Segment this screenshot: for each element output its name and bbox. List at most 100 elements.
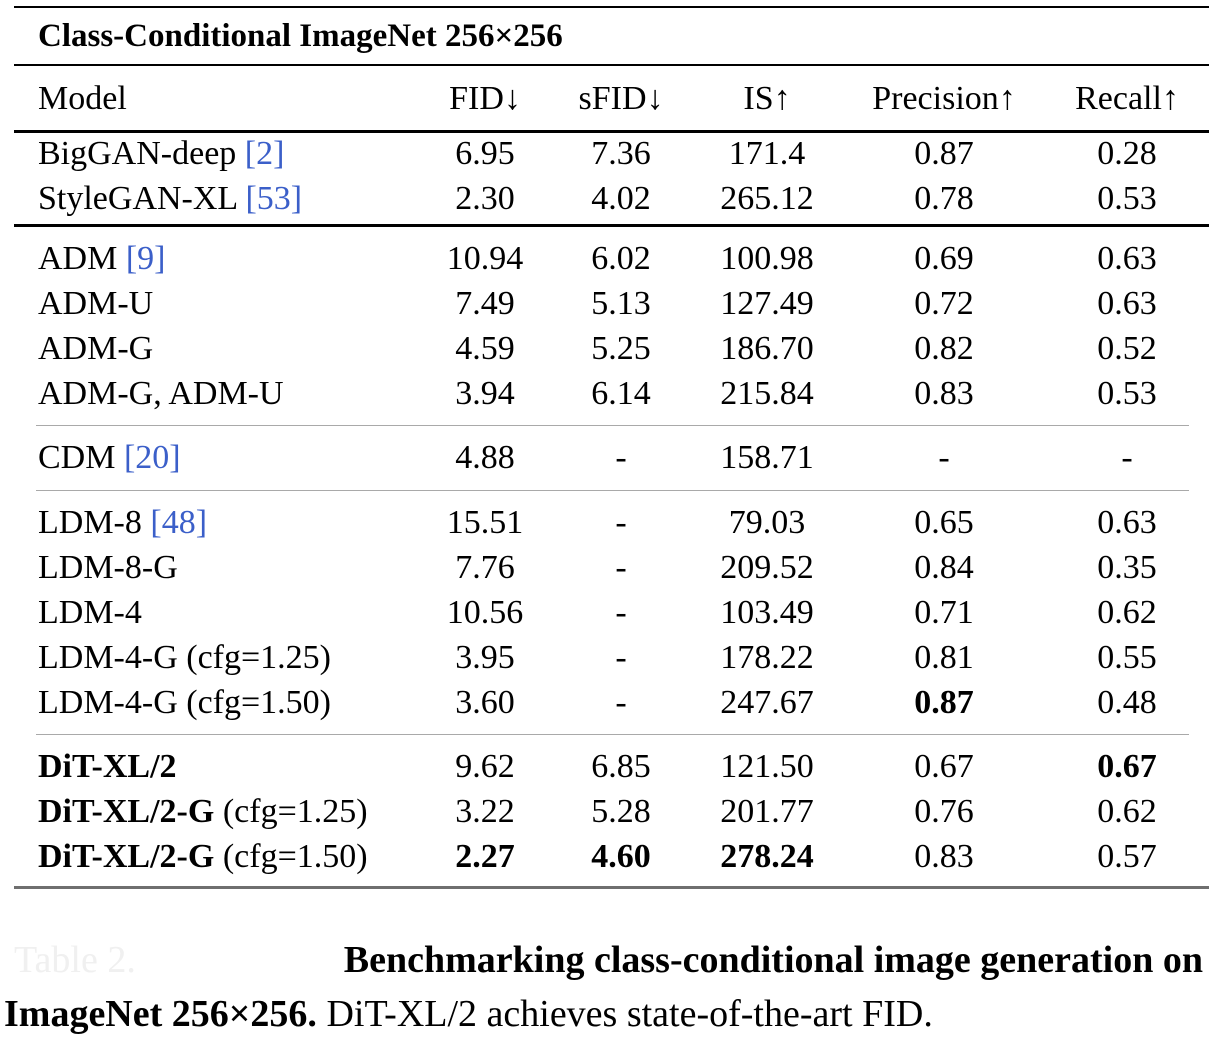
is-cell: 186.70 xyxy=(720,330,814,367)
recall-cell: 0.53 xyxy=(1097,180,1157,217)
model-cell: LDM-4 xyxy=(38,590,142,635)
recall-cell: 0.63 xyxy=(1097,240,1157,277)
group-rule-3 xyxy=(36,490,1189,491)
precision-cell: 0.72 xyxy=(914,285,974,322)
title-rule xyxy=(14,64,1209,66)
model-cell: ADM-U xyxy=(38,281,153,326)
sfid-cell: - xyxy=(615,549,627,586)
precision-cell: - xyxy=(938,439,950,476)
caption-label: Table 2. xyxy=(14,939,136,981)
citation-link[interactable]: [2] xyxy=(244,135,285,172)
table-row: ADM [9] 10.94 6.02 100.98 0.69 0.63 xyxy=(0,236,1217,281)
group-rule-2 xyxy=(36,425,1189,426)
sfid-cell: 5.13 xyxy=(591,285,651,322)
precision-cell: 0.76 xyxy=(914,793,974,830)
table-row: ADM-G, ADM-U 3.94 6.14 215.84 0.83 0.53 xyxy=(0,371,1217,416)
table-row: DiT-XL/2-G (cfg=1.25) 3.22 5.28 201.77 0.76 0… xyxy=(0,789,1217,834)
fid-cell: 3.95 xyxy=(455,639,515,676)
model-cell: StyleGAN-XL [53] xyxy=(38,176,302,221)
sfid-cell: 6.02 xyxy=(591,240,651,277)
table-row: LDM-4-G (cfg=1.50) 3.60 - 247.67 0.87 0.48 xyxy=(0,680,1217,725)
is-cell: 100.98 xyxy=(720,240,814,277)
is-cell: 158.71 xyxy=(720,439,814,476)
recall-cell: 0.57 xyxy=(1097,838,1157,875)
precision-cell: 0.83 xyxy=(914,375,974,412)
sfid-cell: - xyxy=(615,684,627,721)
table-row: LDM-4 10.56 - 103.49 0.71 0.62 xyxy=(0,590,1217,635)
model-cell: DiT-XL/2-G (cfg=1.25) xyxy=(38,789,368,834)
header-rule xyxy=(14,130,1209,133)
header-fid: FID↓ xyxy=(449,80,521,117)
precision-cell: 0.87 xyxy=(914,684,974,721)
citation-link[interactable]: [20] xyxy=(123,439,181,476)
recall-cell: 0.52 xyxy=(1097,330,1157,367)
header-row: Model FID↓ sFID↓ IS↑ Precision↑ Recall↑ xyxy=(0,76,1217,121)
citation-link[interactable]: [48] xyxy=(150,504,208,541)
sfid-cell: 7.36 xyxy=(591,135,651,172)
fid-cell: 10.56 xyxy=(446,594,524,631)
sfid-cell: 4.60 xyxy=(591,838,651,875)
precision-cell: 0.65 xyxy=(914,504,974,541)
table-row: StyleGAN-XL [53] 2.30 4.02 265.12 0.78 0.53 xyxy=(0,176,1217,221)
table-row: BigGAN-deep [2] 6.95 7.36 171.4 0.87 0.28 xyxy=(0,131,1217,176)
model-name: ADM-G, ADM-U xyxy=(38,375,284,412)
model-name: LDM-4 xyxy=(38,594,142,631)
precision-cell: 0.84 xyxy=(914,549,974,586)
is-cell: 265.12 xyxy=(720,180,814,217)
header-model: Model xyxy=(38,80,127,117)
model-name: LDM-8 xyxy=(38,504,151,541)
recall-cell: 0.35 xyxy=(1097,549,1157,586)
is-cell: 201.77 xyxy=(720,793,814,830)
model-name: LDM-8-G xyxy=(38,549,178,586)
citation-link[interactable]: [53] xyxy=(245,180,303,217)
citation-link[interactable]: [9] xyxy=(125,240,166,277)
precision-cell: 0.67 xyxy=(914,748,974,785)
is-cell: 127.49 xyxy=(720,285,814,322)
recall-cell: 0.55 xyxy=(1097,639,1157,676)
sfid-cell: 5.25 xyxy=(591,330,651,367)
model-name: ADM xyxy=(38,240,126,277)
model-cell: ADM-G, ADM-U xyxy=(38,371,284,416)
fid-cell: 3.94 xyxy=(455,375,515,412)
is-cell: 121.50 xyxy=(720,748,814,785)
caption-text: DiT-XL/2 achieves state-of-the-art FID. xyxy=(316,993,933,1035)
precision-cell: 0.82 xyxy=(914,330,974,367)
fid-cell: 6.95 xyxy=(455,135,515,172)
model-name: DiT-XL/2-G xyxy=(38,838,215,875)
bottom-rule xyxy=(14,886,1209,889)
model-name: CDM xyxy=(38,439,124,476)
table-row: DiT-XL/2-G (cfg=1.50) 2.27 4.60 278.24 0.83 0… xyxy=(0,834,1217,879)
fid-cell: 7.76 xyxy=(455,549,515,586)
precision-cell: 0.83 xyxy=(914,838,974,875)
precision-cell: 0.69 xyxy=(914,240,974,277)
caption-line-1: Table 2. Benchmarking class-conditional … xyxy=(0,933,1217,987)
sfid-cell: 5.28 xyxy=(591,793,651,830)
caption-bold-line-2: ImageNet 256×256. xyxy=(4,993,317,1035)
fid-cell: 3.22 xyxy=(455,793,515,830)
model-cell: LDM-4-G (cfg=1.25) xyxy=(38,635,331,680)
is-cell: 103.49 xyxy=(720,594,814,631)
is-cell: 171.4 xyxy=(728,135,806,172)
model-cell: DiT-XL/2-G (cfg=1.50) xyxy=(38,834,368,879)
model-name: DiT-XL/2-G xyxy=(38,793,215,830)
header-precision: Precision↑ xyxy=(872,80,1016,117)
fid-cell: 9.62 xyxy=(455,748,515,785)
model-name: StyleGAN-XL xyxy=(38,180,246,217)
sfid-cell: 4.02 xyxy=(591,180,651,217)
table-row: DiT-XL/2 9.62 6.85 121.50 0.67 0.67 xyxy=(0,744,1217,789)
model-cell: DiT-XL/2 xyxy=(38,744,177,789)
precision-cell: 0.81 xyxy=(914,639,974,676)
recall-cell: - xyxy=(1121,439,1133,476)
model-cell: LDM-8-G xyxy=(38,545,178,590)
recall-cell: 0.63 xyxy=(1097,504,1157,541)
group-rule-4 xyxy=(36,734,1189,735)
fid-cell: 4.88 xyxy=(455,439,515,476)
model-name: LDM-4-G (cfg=1.25) xyxy=(38,639,331,676)
table-row: CDM [20] 4.88 - 158.71 - - xyxy=(0,435,1217,480)
is-cell: 247.67 xyxy=(720,684,814,721)
model-name: DiT-XL/2 xyxy=(38,748,177,785)
recall-cell: 0.67 xyxy=(1097,748,1157,785)
model-setting: (cfg=1.50) xyxy=(214,838,368,875)
sfid-cell: 6.85 xyxy=(591,748,651,785)
header-is: IS↑ xyxy=(743,80,791,117)
